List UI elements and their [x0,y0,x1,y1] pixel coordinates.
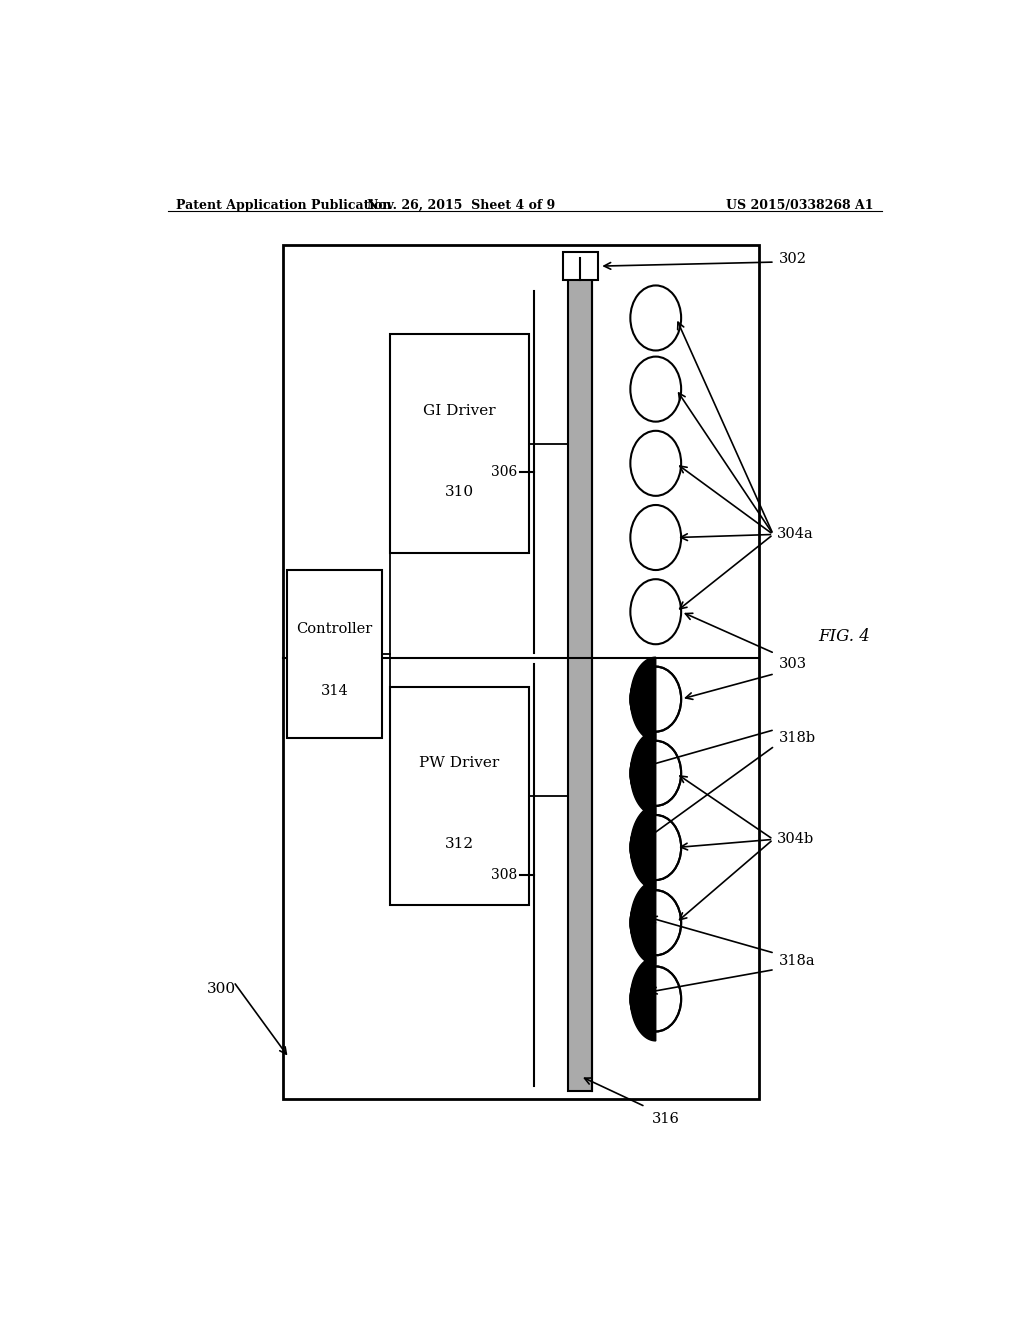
Circle shape [631,667,681,731]
Bar [390,686,528,906]
Text: 312: 312 [444,837,474,851]
Text: 304b: 304b [777,833,814,846]
Text: PW Driver: PW Driver [419,756,500,771]
Bar [283,244,759,1098]
Text: Controller: Controller [296,622,373,636]
Text: 304a: 304a [777,528,814,541]
Text: 318a: 318a [778,954,815,969]
Text: 314: 314 [321,684,348,698]
Text: 300: 300 [207,982,237,995]
Circle shape [631,966,681,1031]
Polygon shape [631,657,655,741]
Text: 303: 303 [778,656,807,671]
Circle shape [631,356,681,421]
Bar [287,570,382,738]
Text: 302: 302 [778,252,807,267]
Polygon shape [631,731,655,816]
Bar [563,252,598,280]
Circle shape [631,579,681,644]
Circle shape [631,741,681,805]
Circle shape [631,430,681,496]
Text: 316: 316 [652,1111,680,1126]
Text: 318b: 318b [778,731,816,744]
Bar [390,334,528,553]
Polygon shape [631,957,655,1041]
Text: Patent Application Publication: Patent Application Publication [176,199,391,213]
Circle shape [631,285,681,351]
Text: FIG. 4: FIG. 4 [818,627,870,644]
Circle shape [631,814,681,880]
Text: Nov. 26, 2015  Sheet 4 of 9: Nov. 26, 2015 Sheet 4 of 9 [368,199,555,213]
Text: 306: 306 [490,465,517,479]
Text: 310: 310 [444,484,474,499]
Text: 308: 308 [490,869,517,882]
Polygon shape [631,880,655,965]
Bar [568,257,592,1092]
Text: GI Driver: GI Driver [423,404,496,417]
Circle shape [631,890,681,956]
Text: US 2015/0338268 A1: US 2015/0338268 A1 [726,199,873,213]
Circle shape [631,506,681,570]
Polygon shape [631,805,655,890]
